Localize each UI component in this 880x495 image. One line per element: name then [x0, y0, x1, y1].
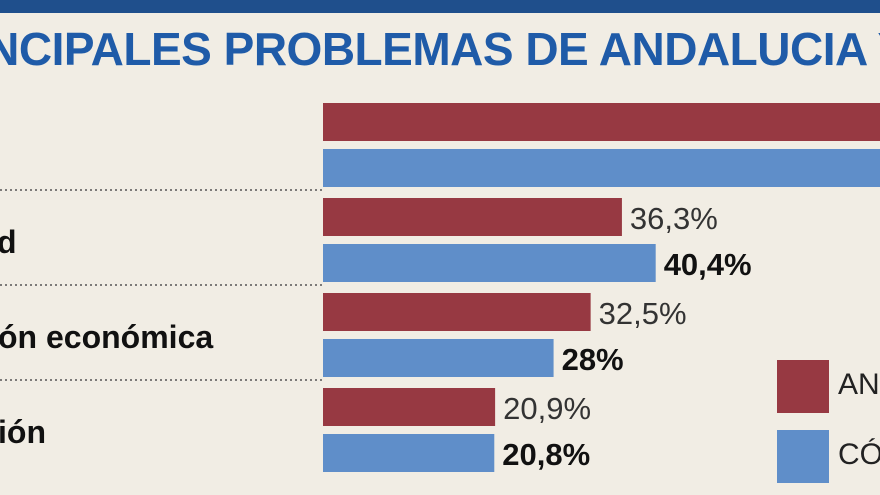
legend-swatch-cordoba	[777, 430, 829, 483]
data-label-andalucia-corrupcion: 20,9%	[503, 391, 591, 426]
data-label-cordoba-inseguridad: 40,4%	[664, 247, 752, 282]
bar-andalucia-situacion-economica	[323, 293, 591, 331]
data-label-andalucia-inseguridad: 36,3%	[630, 201, 718, 236]
chart-title: PRINCIPALES PROBLEMAS DE ANDALUCIA Y CÓR…	[0, 23, 880, 75]
bar-cordoba-paro	[323, 149, 880, 187]
bar-andalucia-paro	[323, 103, 880, 141]
bar-andalucia-corrupcion	[323, 388, 496, 426]
data-label-cordoba-corrupcion: 20,8%	[502, 437, 590, 472]
data-label-cordoba-situacion-economica: 28%	[562, 342, 624, 377]
bar-andalucia-inseguridad	[323, 198, 622, 236]
bar-cordoba-corrupcion	[323, 434, 495, 472]
top-accent-bar	[0, 0, 880, 13]
category-label-corrupcion: ión	[0, 414, 46, 450]
category-label-situacion-economica: ón económica	[0, 319, 214, 355]
bar-cordoba-inseguridad	[323, 244, 656, 282]
legend-label-andalucia: AN	[838, 368, 880, 401]
chart-title-container: PRINCIPALES PROBLEMAS DE ANDALUCIA Y CÓR…	[0, 22, 880, 76]
bar-cordoba-situacion-economica	[323, 339, 554, 377]
category-label-inseguridad: d	[0, 224, 17, 260]
data-label-andalucia-situacion-economica: 32,5%	[599, 296, 687, 331]
legend-label-cordoba: CÓ	[838, 438, 880, 471]
legend-swatch-andalucia	[777, 360, 829, 413]
